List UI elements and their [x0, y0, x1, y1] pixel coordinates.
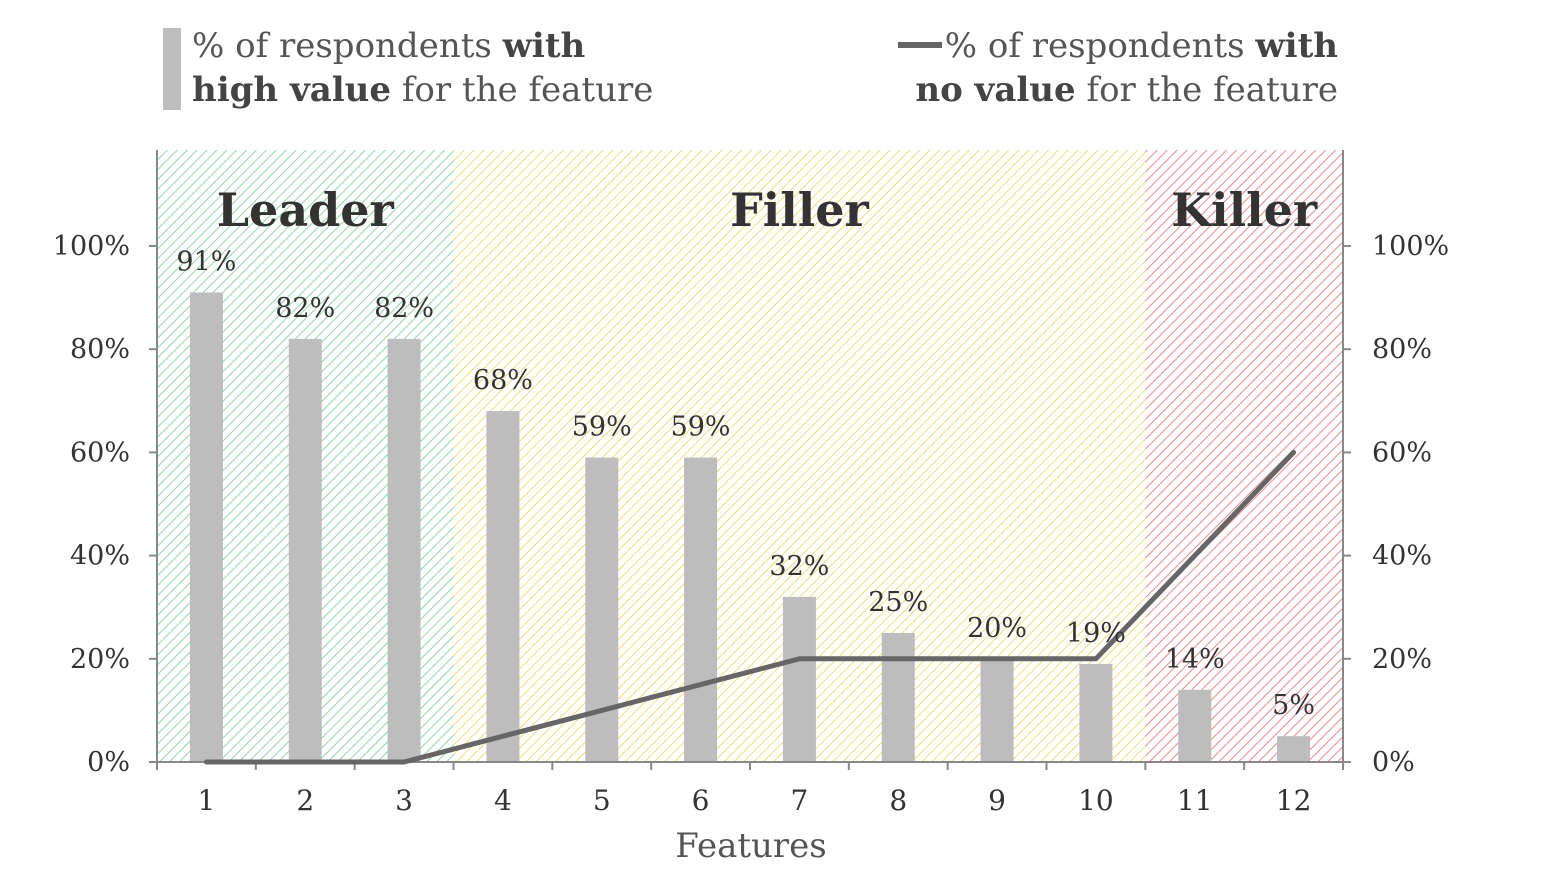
y-tick-label-left: 40%: [70, 541, 130, 572]
y-tick-label-right: 0%: [1372, 747, 1415, 778]
x-tick-label-12: 12: [1276, 784, 1312, 817]
bar-4: [486, 411, 520, 762]
x-tick-label-5: 5: [593, 784, 611, 817]
legend-bars: % of respondents with high value for the…: [192, 24, 653, 112]
zone-label-killer: Killer: [1171, 183, 1318, 237]
legend-line-swatch: [898, 42, 942, 48]
data-label-5: 59%: [572, 412, 632, 443]
x-tick-label-2: 2: [296, 784, 314, 817]
x-tick-label-9: 9: [988, 784, 1006, 817]
bar-1: [189, 292, 223, 762]
x-axis-title: Features: [675, 826, 827, 866]
y-tick-label-right: 60%: [1372, 437, 1432, 468]
y-tick-label-left: 60%: [70, 437, 130, 468]
x-tick-label-7: 7: [791, 784, 809, 817]
data-label-7: 32%: [769, 551, 829, 582]
no-value-line: [203, 449, 1297, 765]
y-tick-label-right: 80%: [1372, 334, 1432, 365]
bar-7: [782, 596, 816, 762]
bar-2: [288, 338, 322, 762]
x-tick-label-4: 4: [494, 784, 512, 817]
data-label-2: 82%: [275, 293, 335, 324]
bar-10: [1079, 663, 1113, 762]
x-tick-label-8: 8: [889, 784, 907, 817]
bar-3: [387, 338, 421, 762]
y-tick-label-left: 100%: [53, 231, 130, 262]
x-tick-label-6: 6: [692, 784, 710, 817]
zone-label-leader: Leader: [217, 183, 395, 237]
y-tick-label-left: 20%: [70, 644, 130, 675]
legend-bars-suffix: for the feature: [391, 70, 654, 110]
y-tick-label-left: 0%: [87, 747, 130, 778]
y-tick-label-right: 100%: [1372, 231, 1449, 262]
zone-label-filler: Filler: [730, 183, 869, 237]
data-label-12: 5%: [1272, 690, 1315, 721]
data-label-10: 19%: [1066, 618, 1126, 649]
data-label-6: 59%: [671, 412, 731, 443]
zone-killer: [1145, 150, 1343, 762]
bar-5: [585, 457, 619, 762]
x-tick-label-3: 3: [395, 784, 413, 817]
bar-8: [881, 633, 915, 762]
legend-bars-bold1: with: [502, 26, 586, 66]
bar-11: [1178, 689, 1212, 762]
legend-bar-swatch: [163, 28, 181, 110]
legend-line: % of respondents with no value for the f…: [915, 24, 1338, 112]
legend-bars-bold2: high value: [192, 70, 392, 110]
bar-6: [684, 457, 718, 762]
x-tick-label-11: 11: [1177, 784, 1213, 817]
data-label-8: 25%: [868, 587, 928, 618]
data-label-9: 20%: [967, 613, 1027, 644]
legend-line-prefix: % of respondents: [944, 26, 1256, 66]
y-tick-label-left: 80%: [70, 334, 130, 365]
x-tick-label-10: 10: [1078, 784, 1114, 817]
legend-line-bold2: no value: [915, 70, 1076, 110]
y-tick-label-right: 20%: [1372, 644, 1432, 675]
data-label-1: 91%: [176, 246, 236, 277]
data-label-4: 68%: [473, 365, 533, 396]
legend-line-bold1: with: [1255, 26, 1338, 66]
bar-12: [1277, 736, 1311, 762]
legend-bars-prefix: % of respondents: [192, 26, 503, 66]
data-label-3: 82%: [374, 293, 434, 324]
bar-9: [980, 658, 1014, 762]
data-label-11: 14%: [1165, 644, 1225, 675]
legend-line-suffix: for the feature: [1075, 70, 1338, 110]
y-tick-label-right: 40%: [1372, 541, 1432, 572]
x-tick-label-1: 1: [198, 784, 216, 817]
